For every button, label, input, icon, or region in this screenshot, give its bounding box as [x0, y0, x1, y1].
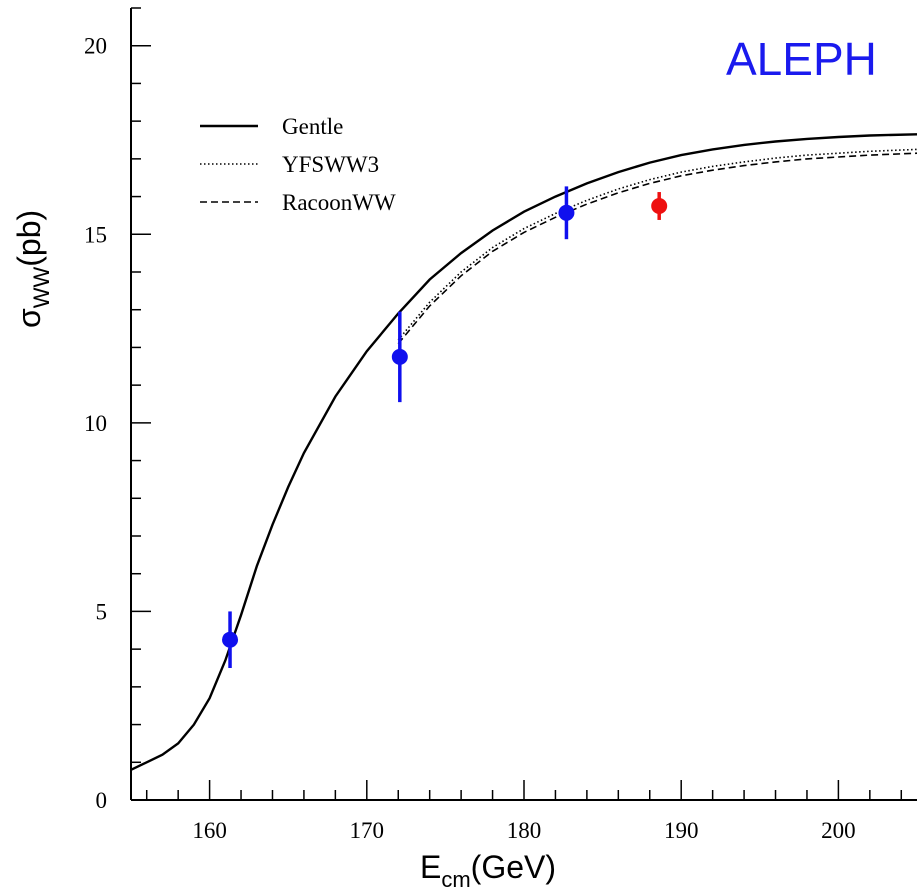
legend-label-gentle: Gentle — [282, 114, 343, 139]
axis-ticks: 160 170 180 190 200 0 5 10 15 20 — [84, 7, 903, 843]
x-tick-label: 200 — [821, 818, 856, 843]
curve-yfsww3 — [397, 148, 917, 341]
y-tick-label: 0 — [96, 788, 108, 813]
x-axis-label-sub: cm — [441, 867, 470, 890]
data-point-marker — [391, 348, 408, 365]
x-axis-label-unit: (GeV) — [471, 849, 556, 885]
x-tick-label: 170 — [350, 818, 385, 843]
x-tick-label: 180 — [507, 818, 542, 843]
y-axis-label-unit: (pb) — [11, 210, 47, 267]
y-axis-label-base: σ — [11, 308, 47, 328]
curve-gentle — [130, 133, 917, 771]
data-point-marker — [222, 631, 239, 648]
x-axis-label: Ecm(GeV) — [420, 849, 556, 890]
y-axis-label-sub: WW — [29, 266, 54, 308]
y-tick-label: 10 — [84, 411, 107, 436]
y-axis-label: σWW(pb) — [11, 210, 54, 328]
experiment-label: ALEPH — [726, 33, 877, 85]
data-points — [222, 186, 668, 668]
data-point-marker — [558, 204, 575, 221]
legend-label-yfsww3: YFSWW3 — [282, 152, 379, 177]
x-tick-label: 190 — [664, 818, 699, 843]
curve-racoonww — [397, 152, 917, 345]
x-tick-label: 160 — [192, 818, 227, 843]
y-tick-label: 5 — [96, 599, 108, 624]
data-point-marker — [651, 198, 668, 214]
x-axis-label-base: E — [420, 849, 441, 885]
y-tick-label: 20 — [84, 34, 107, 59]
theory-curves — [130, 133, 917, 771]
legend-label-racoonww: RacoonWW — [282, 190, 396, 215]
y-tick-label: 15 — [84, 222, 107, 247]
legend: Gentle YFSWW3 RacoonWW — [200, 114, 396, 215]
